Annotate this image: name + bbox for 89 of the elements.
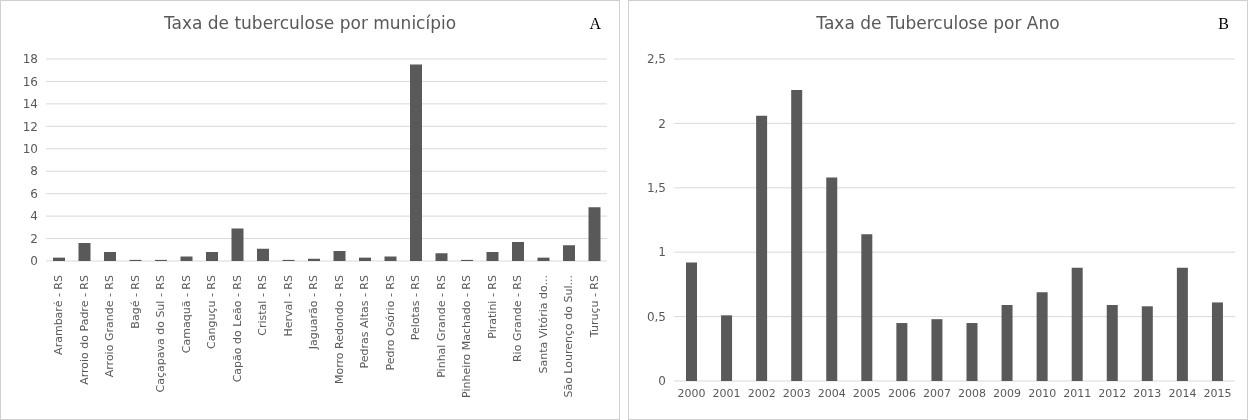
x-tick-label: Pinheiro Machado - RS xyxy=(460,274,474,399)
y-tick-label: 0,5 xyxy=(646,309,666,324)
x-tick-label: 2005 xyxy=(852,386,881,400)
bar xyxy=(1141,306,1153,381)
bar xyxy=(1176,267,1188,381)
y-tick-label: 0 xyxy=(30,254,38,269)
x-tick-label: Pinhal Grande - RS xyxy=(434,274,448,378)
x-tick-label: 2003 xyxy=(782,386,811,400)
y-tick-label: 6 xyxy=(30,186,38,201)
bar xyxy=(410,64,422,261)
y-tick-label: 1,5 xyxy=(646,181,666,196)
x-tick-label: Pedras Altas - RS xyxy=(358,274,372,369)
chart-title: Taxa de Tuberculose por Ano xyxy=(816,13,1060,33)
x-tick-label: Pedro Osório - RS xyxy=(383,274,397,371)
x-tick-label: Camaquã - RS xyxy=(179,274,193,354)
bar xyxy=(588,207,601,261)
y-tick-label: 0 xyxy=(658,374,666,389)
x-tick-label: 2011 xyxy=(1063,386,1092,400)
x-tick-label: Arroio do Padre - RS xyxy=(77,274,91,385)
bar xyxy=(1071,267,1083,381)
bar xyxy=(537,257,550,261)
text: B xyxy=(1218,15,1229,33)
bar xyxy=(791,89,803,381)
y-tick-label: 16 xyxy=(22,74,38,89)
x-tick-label: 2010 xyxy=(1028,386,1057,400)
y-tick-label: 4 xyxy=(30,209,38,224)
x-tick-label: Pelotas - RS xyxy=(409,274,423,341)
x-tick-label: 2006 xyxy=(887,386,916,400)
y-tick-label: 12 xyxy=(22,119,38,134)
bar xyxy=(896,323,908,381)
x-tick-label: Caçapava do Sul - RS xyxy=(154,275,168,393)
bar xyxy=(486,252,499,261)
x-tick-label: 2013 xyxy=(1133,386,1162,400)
x-tick-label: Rio Grande - RS xyxy=(511,274,525,363)
x-tick-label: Piratini - RS xyxy=(485,274,499,339)
bar xyxy=(53,257,65,261)
x-tick-label: 2004 xyxy=(817,386,846,400)
bar xyxy=(333,250,346,261)
x-tick-label: 2009 xyxy=(993,386,1022,400)
bar xyxy=(359,257,371,261)
x-tick-label: 2015 xyxy=(1203,386,1232,400)
x-tick-label: 2007 xyxy=(922,386,951,400)
bar xyxy=(104,252,116,261)
chart-title: Taxa de tuberculose por município xyxy=(163,13,457,33)
y-tick-label: 2 xyxy=(658,116,666,131)
y-tick-label: 2,5 xyxy=(646,52,666,67)
x-tick-label: 2000 xyxy=(677,386,706,400)
y-tick-label: 10 xyxy=(22,142,38,157)
x-tick-label: Turuçu - RS xyxy=(587,274,601,339)
x-tick-label: Santa Vitória do... xyxy=(536,275,550,374)
bar xyxy=(966,323,978,381)
bar xyxy=(861,234,873,381)
bar xyxy=(435,253,448,261)
y-tick-label: 2 xyxy=(30,231,38,246)
x-tick-label: 2012 xyxy=(1098,386,1127,400)
y-tick-label: 18 xyxy=(22,52,38,67)
bar xyxy=(563,245,575,261)
x-tick-label: Bagé - RS xyxy=(128,274,142,329)
bar xyxy=(512,241,524,261)
bar xyxy=(1036,292,1048,381)
x-tick-label: 2002 xyxy=(747,386,776,400)
x-tick-label: Canguçu - RS xyxy=(205,275,219,349)
x-tick-label: 2001 xyxy=(712,386,741,400)
bar xyxy=(231,228,244,261)
bar xyxy=(721,315,733,381)
bar xyxy=(78,243,91,261)
bar xyxy=(756,115,768,381)
bar xyxy=(1001,305,1013,381)
text: A xyxy=(589,15,601,33)
bar xyxy=(1106,305,1118,381)
x-tick-label: Morro Redondo - RS xyxy=(332,274,346,384)
x-tick-label: 2008 xyxy=(958,386,987,400)
x-tick-label: Jaguarão - RS xyxy=(307,274,321,351)
x-tick-label: São Lourenço do Sul... xyxy=(562,275,576,398)
x-tick-label: Herval - RS xyxy=(281,275,295,337)
x-tick-label: Arroio Grande - RS xyxy=(103,274,117,378)
x-tick-label: 2014 xyxy=(1168,386,1197,400)
y-tick-label: 8 xyxy=(30,164,38,179)
bar xyxy=(1211,302,1223,381)
y-tick-label: 1 xyxy=(658,245,666,260)
x-tick-label: Cristal - RS xyxy=(256,275,270,336)
bar xyxy=(257,248,269,261)
bar xyxy=(826,177,838,381)
bar xyxy=(206,252,218,261)
x-tick-label: Arambaré - RS xyxy=(52,274,66,355)
bar xyxy=(931,319,943,381)
x-tick-label: Capão do Leão - RS xyxy=(230,274,244,383)
bar xyxy=(686,262,697,381)
y-tick-label: 14 xyxy=(22,97,38,112)
